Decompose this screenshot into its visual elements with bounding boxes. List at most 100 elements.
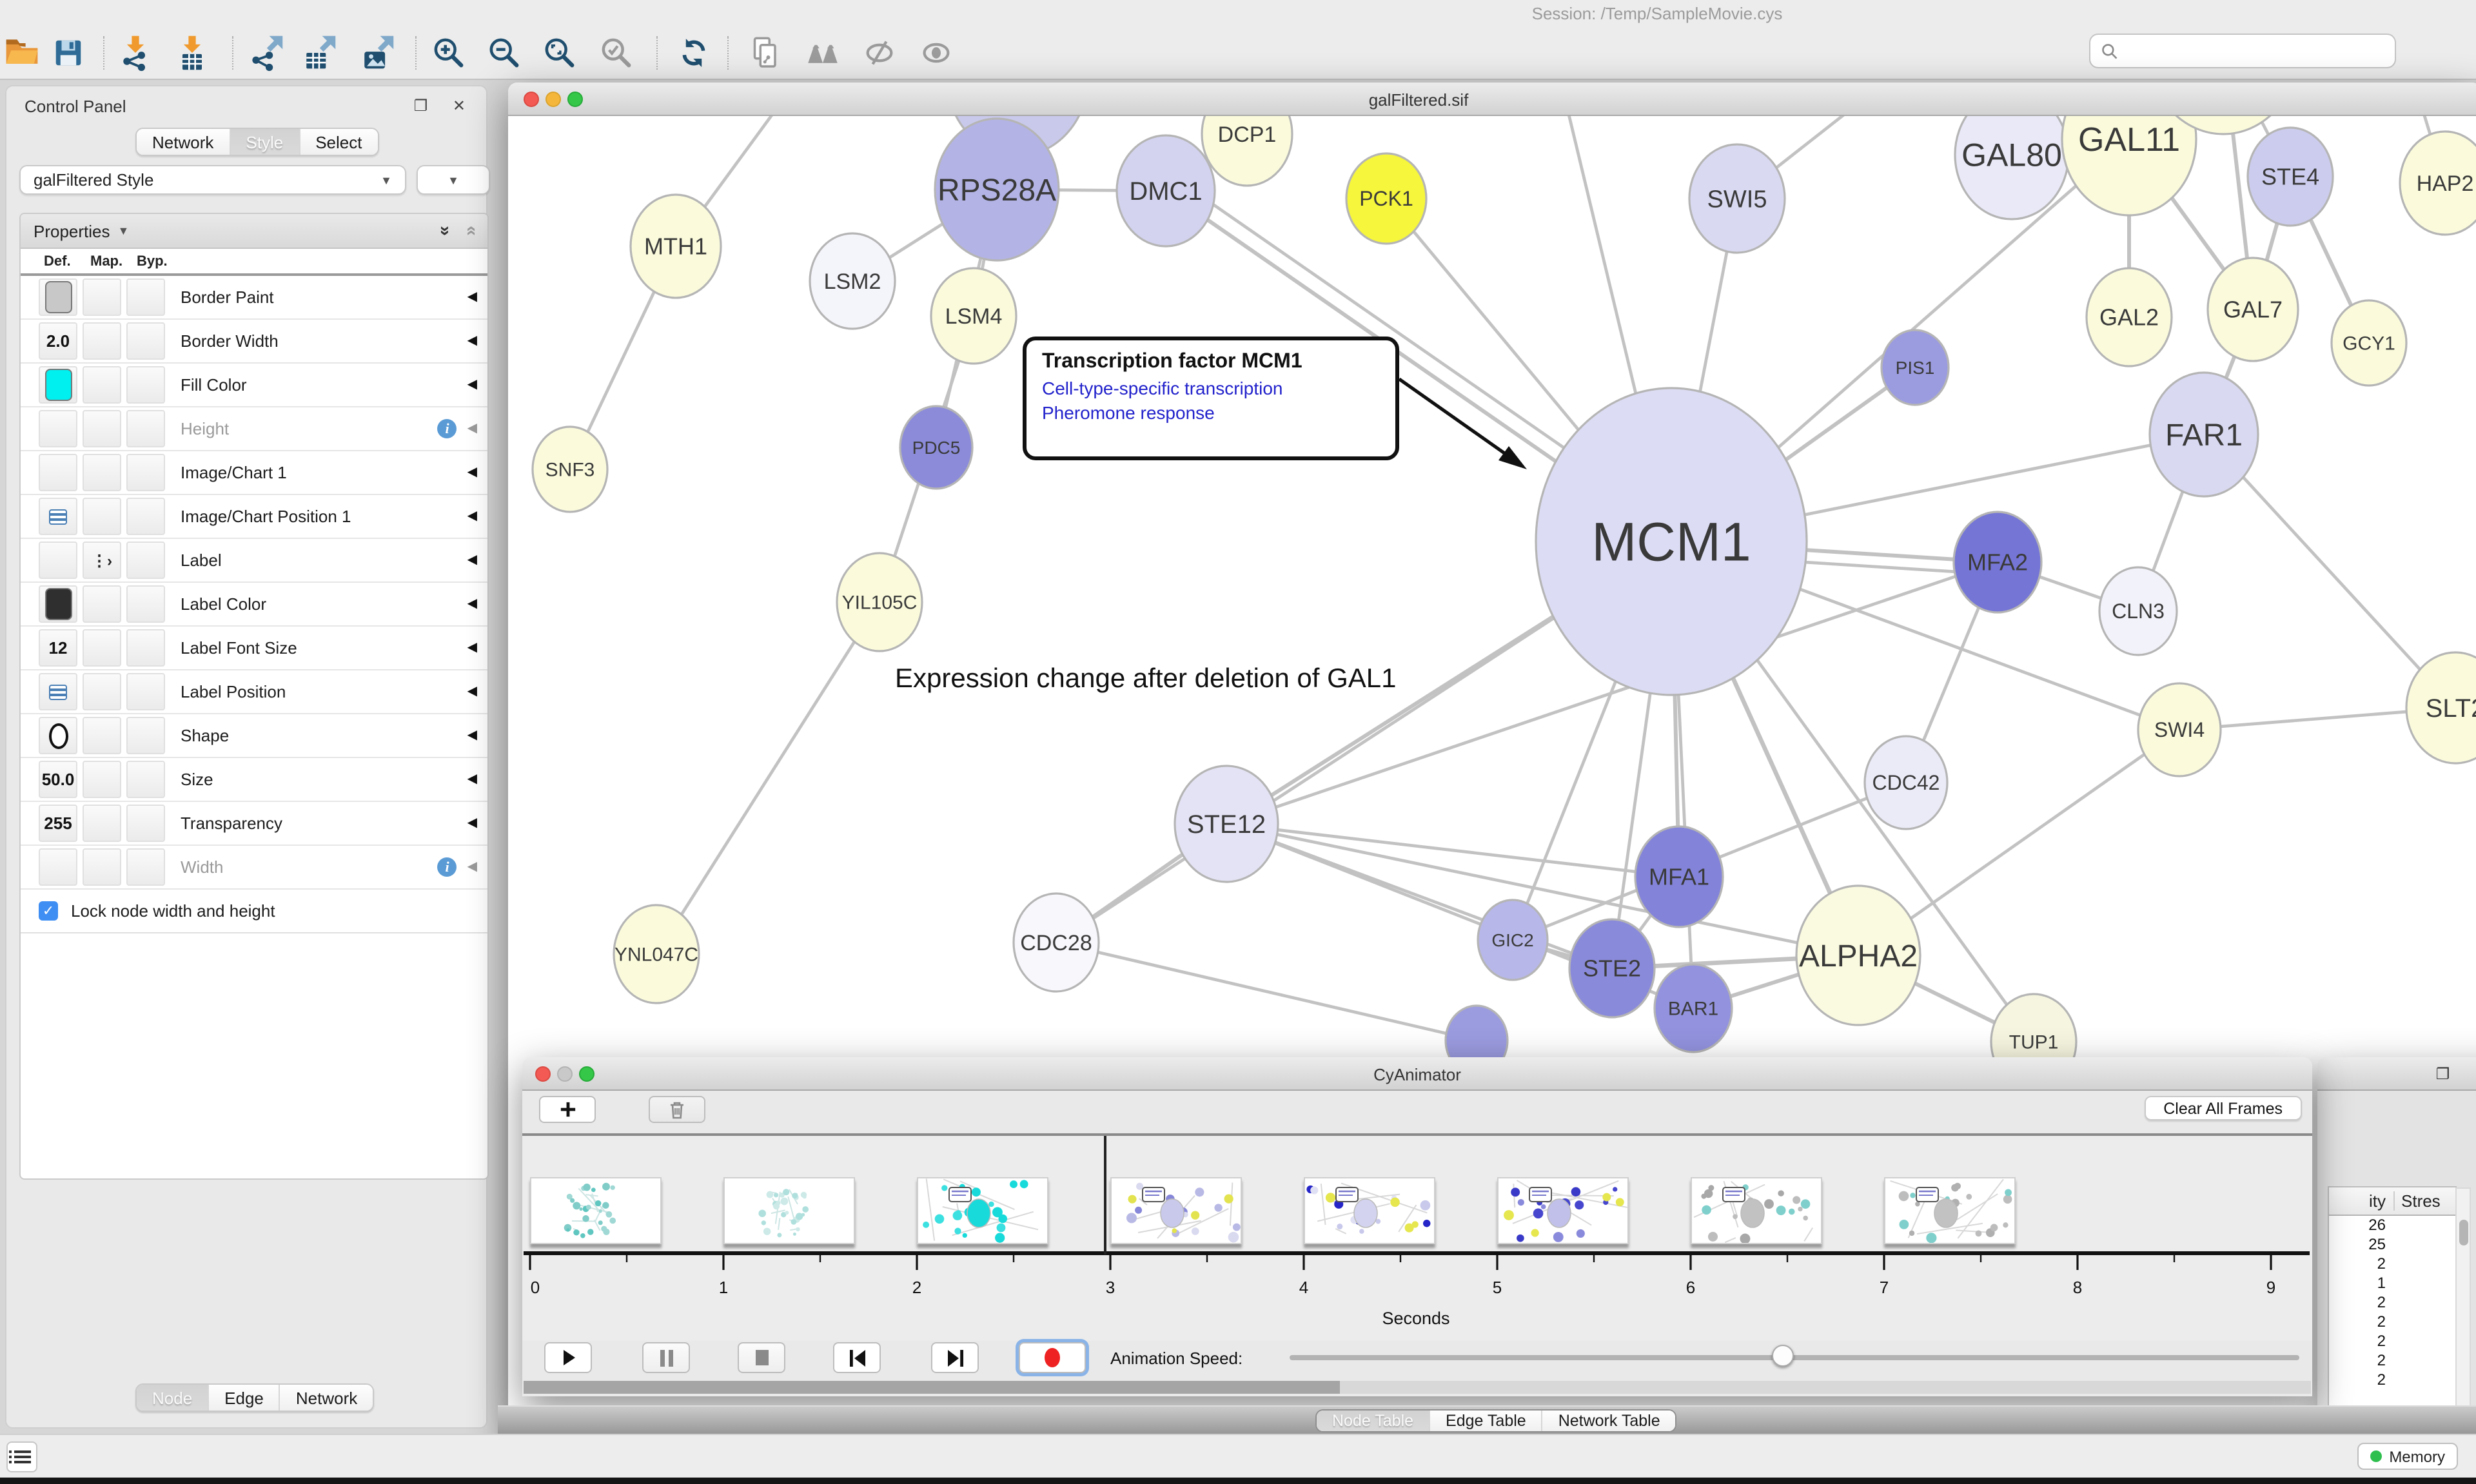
bypass-cell[interactable]: [126, 629, 165, 667]
import-table-icon[interactable]: [172, 32, 213, 73]
property-row-label-color[interactable]: Label Color ◀: [21, 583, 487, 627]
property-row-image-chart-1[interactable]: Image/Chart 1 ◀: [21, 451, 487, 495]
mapping-cell[interactable]: [83, 673, 121, 710]
skip-forward-button[interactable]: [931, 1342, 979, 1373]
collapse-all-icon[interactable]: »: [459, 226, 480, 236]
close-icon[interactable]: [535, 1066, 551, 1082]
node-SNF3[interactable]: [531, 425, 609, 513]
table-row[interactable]: 2: [2377, 1293, 2386, 1311]
expand-row-icon[interactable]: ◀: [467, 860, 477, 874]
bypass-cell[interactable]: [126, 366, 165, 404]
frame-thumbnail-2[interactable]: [917, 1177, 1048, 1244]
default-value-cell[interactable]: [39, 673, 77, 710]
property-row-width[interactable]: Width i ◀: [21, 846, 487, 890]
node-CDC42[interactable]: [1863, 735, 1949, 830]
frame-thumbnail-4[interactable]: [1304, 1177, 1435, 1244]
expand-row-icon[interactable]: ◀: [467, 816, 477, 830]
search-field[interactable]: [2089, 34, 2396, 68]
results-table-scrollbar[interactable]: [2455, 1187, 2471, 1435]
property-row-transparency[interactable]: 255 Transparency ◀: [21, 802, 487, 846]
style-selector[interactable]: galFiltered Style ▼: [19, 165, 406, 195]
animation-speed-slider[interactable]: [1290, 1355, 2299, 1360]
hide-selected-icon[interactable]: [859, 32, 900, 73]
table-row[interactable]: 26: [2368, 1216, 2386, 1234]
task-list-button[interactable]: [6, 1441, 37, 1472]
column-header[interactable]: Stres: [2401, 1191, 2441, 1211]
network-window-titlebar[interactable]: galFiltered.sif: [508, 83, 2476, 116]
default-value-cell[interactable]: 50.0: [39, 761, 77, 798]
table-row[interactable]: 25: [2368, 1235, 2386, 1253]
tab-node[interactable]: Node: [137, 1385, 210, 1411]
record-button[interactable]: [1019, 1342, 1086, 1373]
style-options-button[interactable]: ▼: [417, 165, 490, 195]
export-image-icon[interactable]: [356, 32, 397, 73]
bypass-cell[interactable]: [126, 410, 165, 447]
default-value-cell[interactable]: 2.0: [39, 322, 77, 360]
mapping-cell[interactable]: [83, 278, 121, 316]
search-input[interactable]: [2127, 41, 2384, 61]
property-row-label-position[interactable]: Label Position ◀: [21, 670, 487, 714]
default-value-cell[interactable]: [39, 848, 77, 886]
mapping-cell[interactable]: [83, 322, 121, 360]
node-FAR1[interactable]: [2148, 371, 2259, 498]
property-row-shape[interactable]: Shape ◀: [21, 714, 487, 758]
cyanimator-scrollbar[interactable]: [524, 1381, 2311, 1394]
export-network-icon[interactable]: [245, 32, 286, 73]
node-MCM1[interactable]: [1535, 387, 1808, 696]
zoom-window-icon[interactable]: [567, 92, 583, 107]
mapping-cell[interactable]: [83, 454, 121, 491]
bypass-cell[interactable]: [126, 717, 165, 754]
results-table-header[interactable]: ity Stres: [2329, 1187, 2455, 1216]
node-HAP2[interactable]: [2399, 130, 2476, 236]
node-MTH1[interactable]: [629, 193, 722, 299]
import-network-icon[interactable]: [115, 32, 156, 73]
default-value-cell[interactable]: [39, 278, 77, 316]
memory-button[interactable]: Memory: [2357, 1443, 2458, 1470]
expand-row-icon[interactable]: ◀: [467, 422, 477, 436]
expand-row-icon[interactable]: ◀: [467, 685, 477, 699]
scrollbar-thumb[interactable]: [524, 1381, 1340, 1394]
zoom-selected-icon[interactable]: [596, 32, 637, 73]
annotation-link[interactable]: Cell-type-specific transcription: [1042, 378, 1283, 398]
expand-row-icon[interactable]: ◀: [467, 378, 477, 392]
expand-row-icon[interactable]: ◀: [467, 290, 477, 304]
first-neighbors-icon[interactable]: [802, 32, 843, 73]
node-DMC1[interactable]: [1115, 134, 1216, 248]
property-row-image-chart-position-1[interactable]: Image/Chart Position 1 ◀: [21, 495, 487, 539]
apply-layout-icon[interactable]: [673, 32, 714, 73]
node-SWI5[interactable]: [1688, 143, 1786, 254]
show-all-icon[interactable]: [916, 32, 957, 73]
node-LSM2[interactable]: [809, 232, 896, 330]
node-BAR1[interactable]: [1653, 963, 1733, 1053]
bypass-cell[interactable]: [126, 585, 165, 623]
network-caption[interactable]: Expression change after deletion of GAL1: [895, 664, 1397, 694]
save-session-icon[interactable]: [48, 32, 89, 73]
property-row-size[interactable]: 50.0 Size ◀: [21, 758, 487, 802]
bypass-cell[interactable]: [126, 848, 165, 886]
timeline-playhead[interactable]: [1104, 1136, 1106, 1255]
property-row-label-font-size[interactable]: 12 Label Font Size ◀: [21, 627, 487, 670]
property-row-border-width[interactable]: 2.0 Border Width ◀: [21, 320, 487, 364]
clear-all-frames-button[interactable]: Clear All Frames: [2144, 1096, 2302, 1120]
mapping-cell[interactable]: [83, 585, 121, 623]
mapping-cell[interactable]: [83, 629, 121, 667]
default-value-cell[interactable]: [39, 410, 77, 447]
node-SWI4[interactable]: [2137, 682, 2222, 777]
default-value-cell[interactable]: [39, 717, 77, 754]
expand-row-icon[interactable]: ◀: [467, 465, 477, 480]
mapping-cell[interactable]: [83, 498, 121, 535]
add-frame-button[interactable]: [539, 1096, 596, 1123]
property-row-label[interactable]: ⋮› Label ◀: [21, 539, 487, 583]
close-icon[interactable]: [524, 92, 539, 107]
bypass-cell[interactable]: [126, 498, 165, 535]
table-row[interactable]: 2: [2377, 1313, 2386, 1331]
frame-thumbnail-5[interactable]: [1497, 1177, 1629, 1244]
open-session-icon[interactable]: [1, 32, 43, 73]
mapping-cell[interactable]: [83, 410, 121, 447]
mapping-cell[interactable]: [83, 805, 121, 842]
node-STE4[interactable]: [2246, 126, 2334, 227]
default-value-cell[interactable]: 12: [39, 629, 77, 667]
annotation-link[interactable]: Pheromone response: [1042, 402, 1215, 423]
default-value-cell[interactable]: [39, 498, 77, 535]
expand-row-icon[interactable]: ◀: [467, 772, 477, 786]
